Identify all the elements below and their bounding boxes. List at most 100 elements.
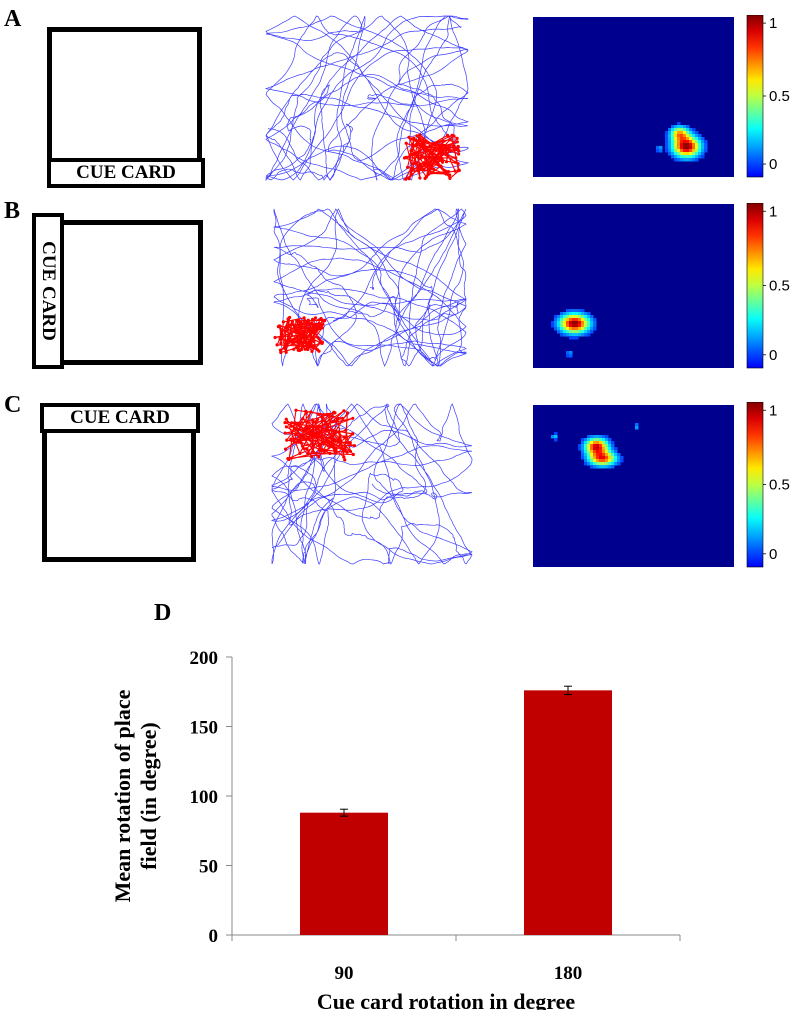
- heatmap-cell: [596, 462, 600, 466]
- colorbar-gradient: [746, 402, 764, 568]
- heatmap-cell: [686, 134, 690, 138]
- arena-a: [47, 27, 202, 163]
- heatmap-cell: [590, 438, 594, 442]
- heatmap-cell: [695, 149, 699, 153]
- heatmap-cell: [578, 315, 582, 319]
- colorbar-tick-label: 0.5: [769, 88, 790, 105]
- heatmap-cell: [686, 155, 690, 159]
- heatmap-cell: [605, 450, 609, 454]
- heatmap-cell: [569, 330, 573, 334]
- heatmap-cell: [692, 137, 696, 141]
- heatmap-cell: [698, 140, 702, 144]
- heatmap-cell: [677, 128, 681, 132]
- heatmap-cell: [599, 462, 603, 466]
- x-tick-label: 180: [554, 963, 583, 984]
- heatmap-cell: [698, 137, 702, 141]
- heatmap-cell: [704, 149, 708, 153]
- heatmap-cell: [698, 149, 702, 153]
- heatmap-cell: [677, 143, 681, 147]
- heatmap-cell: [695, 155, 699, 159]
- heatmap-cell: [605, 435, 609, 439]
- heatmap-background: [533, 204, 734, 368]
- spike-trace: [404, 134, 461, 180]
- heatmap-cell: [611, 462, 615, 466]
- heatmap-cell: [587, 438, 591, 442]
- heatmap-cell: [614, 447, 618, 451]
- heatmap-cell: [581, 444, 585, 448]
- heatmap-cell: [587, 318, 591, 322]
- heatmap-cell: [608, 450, 612, 454]
- heatmap-cell: [560, 324, 564, 328]
- heatmap-cell: [683, 158, 687, 162]
- heatmap-cell: [683, 152, 687, 156]
- heatmap-cell: [584, 321, 588, 325]
- heatmap-cell: [686, 158, 690, 162]
- heatmap-cell: [674, 128, 678, 132]
- heatmap-cell: [665, 143, 669, 147]
- colorbar-tick-label: 0: [769, 347, 777, 364]
- colorbar-tick-label: 0: [769, 546, 777, 563]
- heatmap-cell: [671, 143, 675, 147]
- trajectory-plot-a: [264, 15, 470, 182]
- spike-trace: [284, 409, 355, 461]
- heatmap-cell: [551, 321, 555, 325]
- heatmap-cell: [587, 315, 591, 319]
- heatmap-cell: [686, 143, 690, 147]
- heatmap-cell: [611, 453, 615, 457]
- y-tick-label: 150: [190, 718, 219, 739]
- heatmap-cell: [557, 324, 561, 328]
- heatmap-cell: [599, 459, 603, 463]
- heatmap-cell: [695, 134, 699, 138]
- heatmap-cell: [683, 128, 687, 132]
- heatmap-cell: [590, 450, 594, 454]
- heatmap-cell: [599, 465, 603, 469]
- heatmap-cell: [554, 321, 558, 325]
- heatmap-cell: [686, 152, 690, 156]
- heatmap-cell: [587, 435, 591, 439]
- heatmap-cell: [572, 309, 576, 313]
- heatmap-cell: [560, 330, 564, 334]
- heatmap-cell: [581, 456, 585, 460]
- heatmap-cell: [554, 432, 558, 436]
- heatmap-cell: [593, 438, 597, 442]
- heatmap-cell: [680, 158, 684, 162]
- heatmap-cell: [677, 122, 681, 126]
- heatmap-cell: [698, 143, 702, 147]
- heatmap-cell: [575, 333, 579, 337]
- heatmap-cell: [605, 456, 609, 460]
- heatmap-cell: [581, 438, 585, 442]
- heatmap-cell: [581, 309, 585, 313]
- heatmap-cell: [677, 158, 681, 162]
- heatmap-cell: [689, 149, 693, 153]
- heatmap-cell: [701, 143, 705, 147]
- heatmap-cell: [695, 137, 699, 141]
- heatmap-cell: [593, 459, 597, 463]
- heatmap-cell: [554, 318, 558, 322]
- heatmap-cell: [593, 327, 597, 331]
- spike-trace: [274, 317, 327, 354]
- heatmap-cell: [566, 333, 570, 337]
- heatmap-cell: [677, 149, 681, 153]
- heatmap-cell: [686, 128, 690, 132]
- heatmap-cell: [593, 447, 597, 451]
- heatmap-cell: [590, 456, 594, 460]
- heatmap-cell: [551, 435, 555, 439]
- trajectory-path: [270, 402, 473, 565]
- heatmap-cell: [584, 462, 588, 466]
- heatmap-cell: [659, 149, 663, 153]
- heatmap-cell: [677, 146, 681, 150]
- heatmap-cell: [587, 441, 591, 445]
- heatmap-cell: [605, 453, 609, 457]
- heatmap-cell: [596, 465, 600, 469]
- heatmap-cell: [683, 134, 687, 138]
- heatmap-cell: [656, 149, 660, 153]
- heatmap-cell: [566, 315, 570, 319]
- heatmap-cell: [563, 330, 567, 334]
- heatmap-c: [533, 405, 734, 567]
- arena-c: [42, 420, 196, 562]
- heatmap-cell: [668, 131, 672, 135]
- heatmap-cell: [674, 152, 678, 156]
- heatmap-cell: [680, 143, 684, 147]
- heatmap-cell: [608, 459, 612, 463]
- heatmap-cell: [677, 140, 681, 144]
